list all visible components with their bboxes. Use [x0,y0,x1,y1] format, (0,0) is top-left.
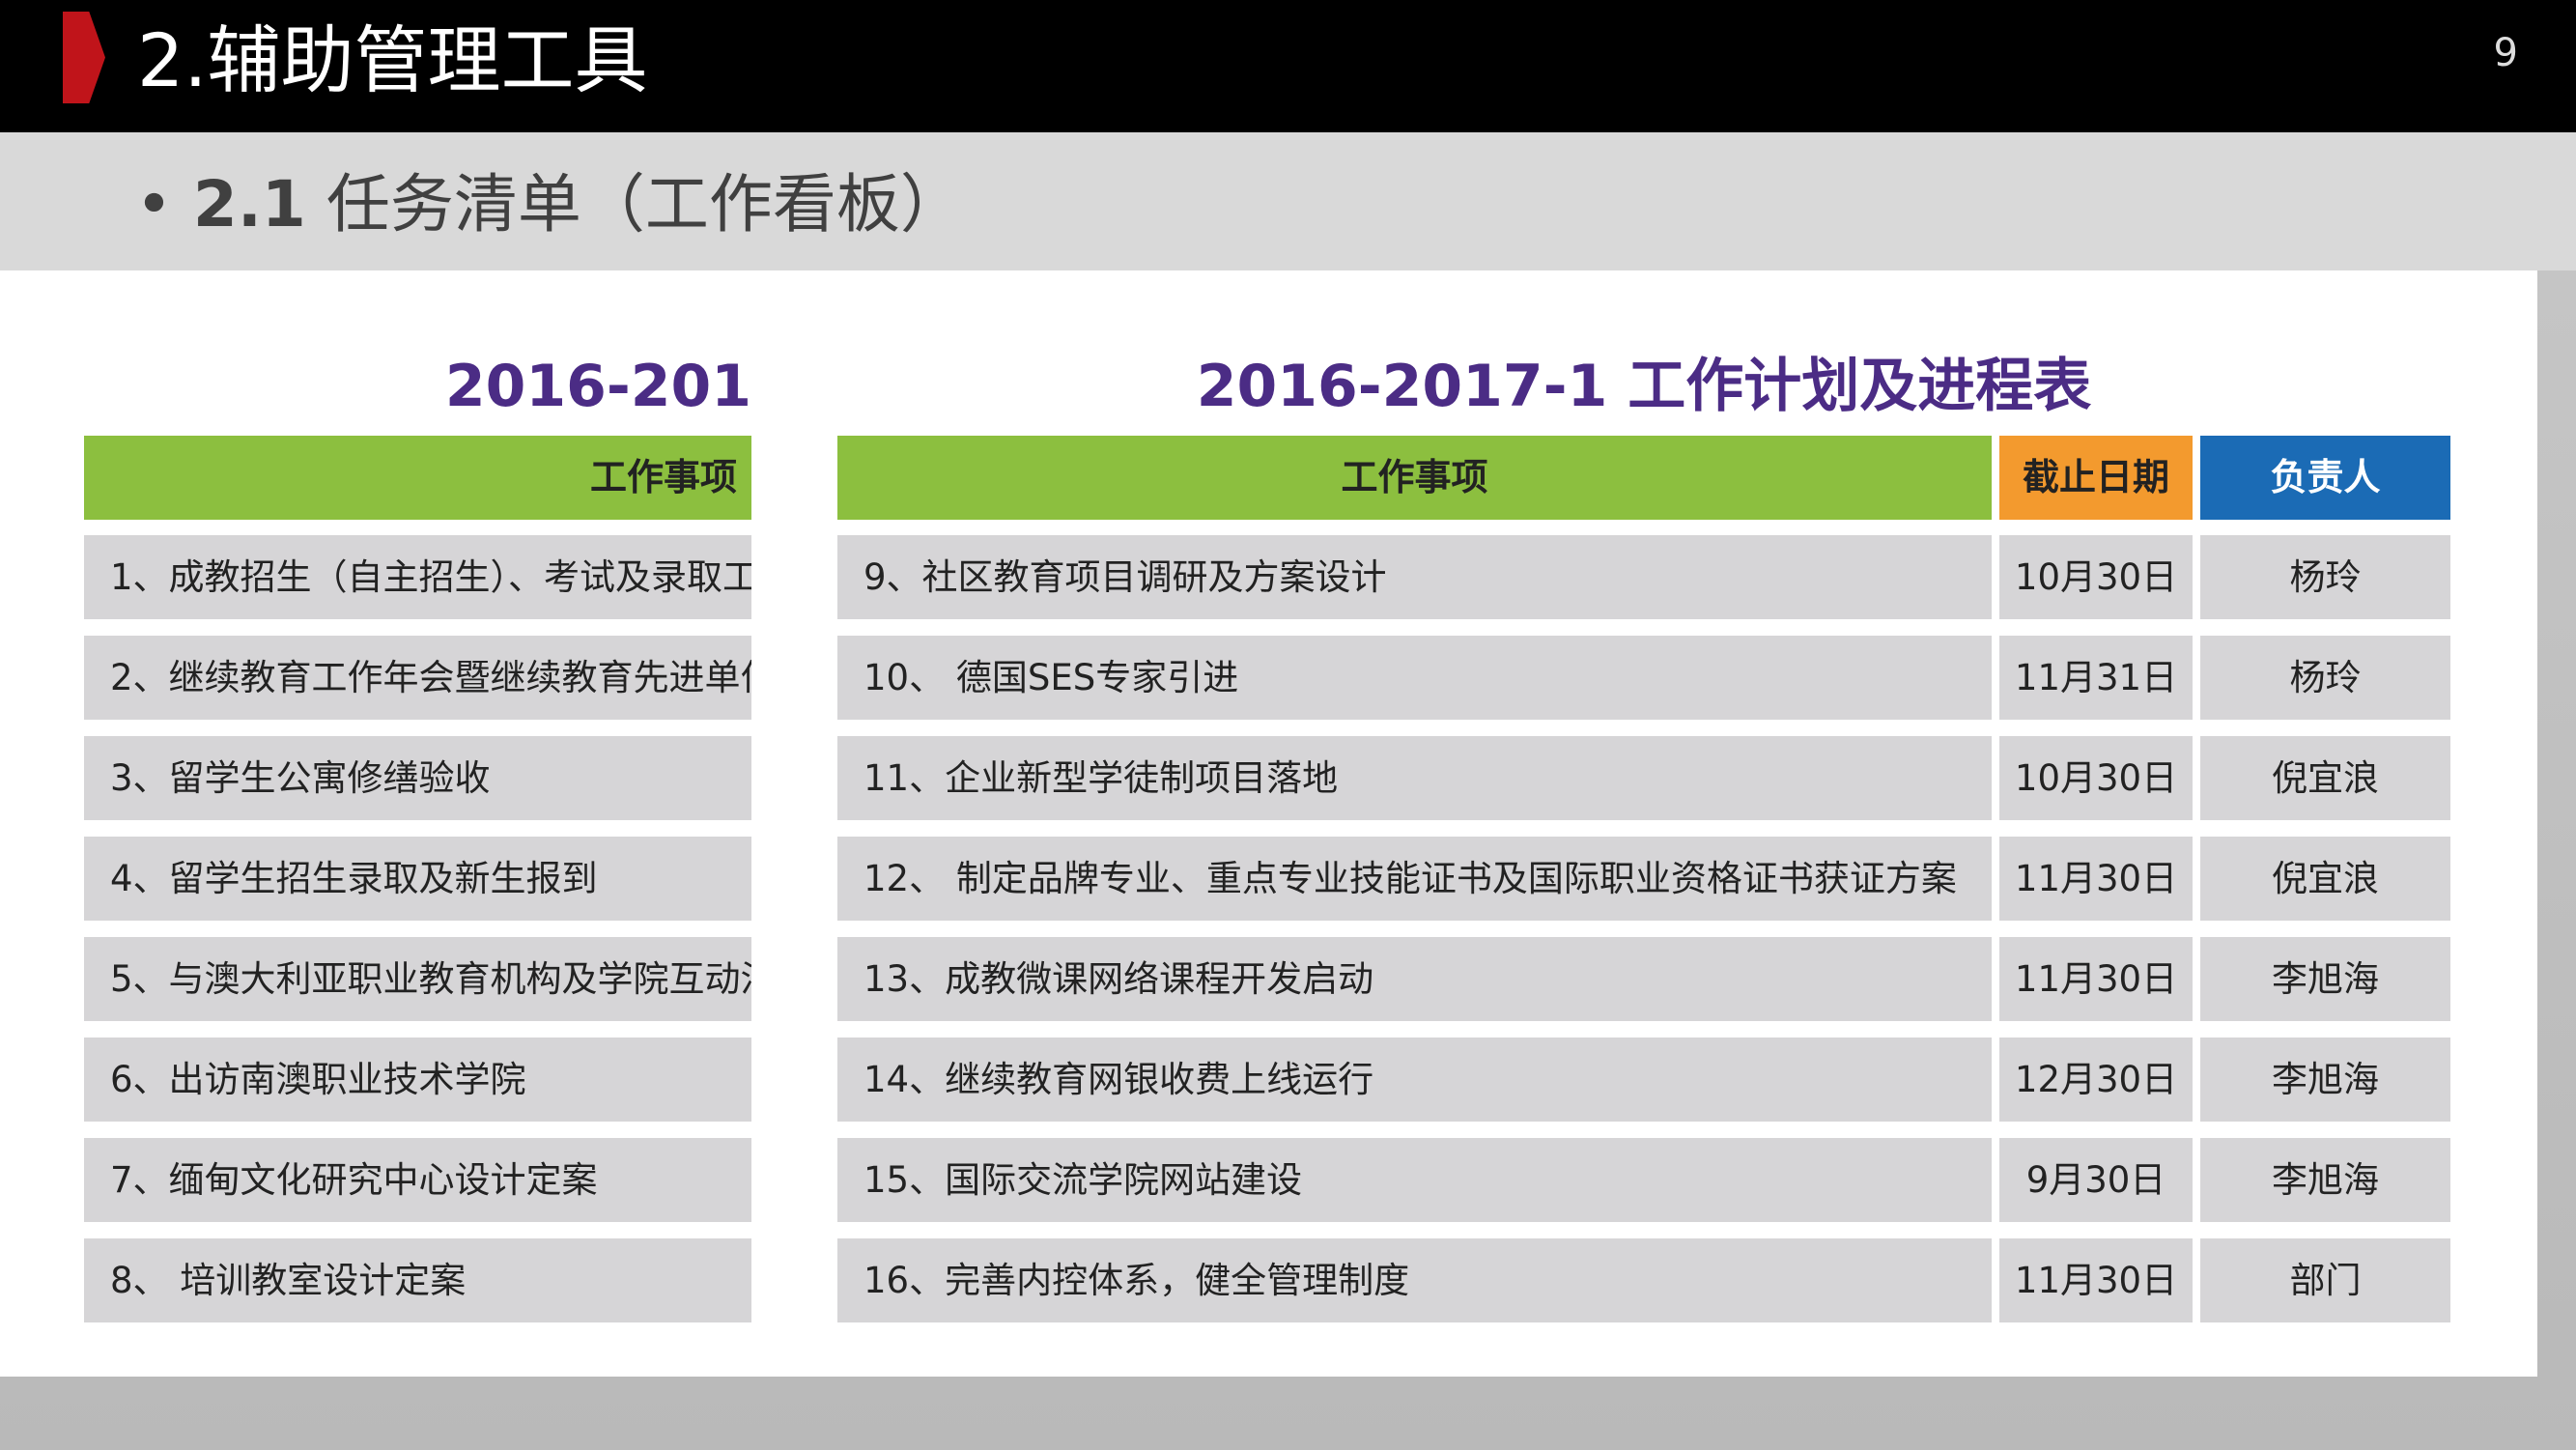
right-row-owner: 李旭海 [2200,1038,2450,1122]
right-row-owner: 部门 [2200,1238,2450,1322]
right-row-deadline: 10月30日 [1999,736,2193,820]
left-table: 2016-201 工作事项 1、成教招生（自主招生）、考试及录取工 2、继续教育工… [84,328,751,1333]
right-row-work-item: 14、继续教育网银收费上线运行 [837,1038,1992,1122]
chevron-icon [63,12,105,103]
left-header-work-item: 工作事项 [84,436,751,520]
subtitle-band [0,132,2576,270]
title-bar: 2.辅助管理工具 9 [0,0,2576,132]
subtitle-number: 2.1 [192,167,306,242]
right-row-owner: 李旭海 [2200,937,2450,1021]
right-row-owner: 李旭海 [2200,1138,2450,1222]
right-row-work-item: 10、 德国SES专家引进 [837,636,1992,720]
left-table-row: 3、留学生公寓修缮验收 [84,736,751,820]
right-row-owner: 杨玲 [2200,535,2450,619]
left-table-row: 4、留学生招生录取及新生报到 [84,837,751,921]
right-row-deadline: 12月30日 [1999,1038,2193,1122]
right-header-deadline: 截止日期 [1999,436,2193,520]
left-table-row: 7、缅甸文化研究中心设计定案 [84,1138,751,1222]
left-table-row: 6、出访南澳职业技术学院 [84,1038,751,1122]
right-row-work-item: 16、完善内控体系，健全管理制度 [837,1238,1992,1322]
right-row-owner: 倪宜浪 [2200,736,2450,820]
left-table-title: 2016-201 [444,353,751,420]
left-table-row: 8、 培训教室设计定案 [84,1238,751,1322]
slide-title: 2.辅助管理工具 [137,17,648,103]
right-header-owner: 负责人 [2200,436,2450,520]
right-row-work-item: 9、社区教育项目调研及方案设计 [837,535,1992,619]
right-row-work-item: 13、成教微课网络课程开发启动 [837,937,1992,1021]
right-row-work-item: 15、国际交流学院网站建设 [837,1138,1992,1222]
right-row-deadline: 11月31日 [1999,636,2193,720]
page-number: 9 [2493,31,2518,75]
right-row-owner: 倪宜浪 [2200,837,2450,921]
subtitle: • 2.1 任务清单（工作看板） [135,167,964,242]
right-row-owner: 杨玲 [2200,636,2450,720]
left-table-row: 5、与澳大利亚职业教育机构及学院互动治 [84,937,751,1021]
subtitle-text: 任务清单（工作看板） [326,167,964,242]
right-table-title: 2016-2017-1 工作计划及进程表 [1196,353,2092,420]
right-row-deadline: 10月30日 [1999,535,2193,619]
right-row-deadline: 9月30日 [1999,1138,2193,1222]
left-table-row: 2、继续教育工作年会暨继续教育先进单位 [84,636,751,720]
right-header-work-item: 工作事项 [837,436,1992,520]
right-row-deadline: 11月30日 [1999,837,2193,921]
right-row-work-item: 12、 制定品牌专业、重点专业技能证书及国际职业资格证书获证方案 [837,837,1992,921]
right-row-work-item: 11、企业新型学徒制项目落地 [837,736,1992,820]
right-row-deadline: 11月30日 [1999,937,2193,1021]
left-table-row: 1、成教招生（自主招生）、考试及录取工 [84,535,751,619]
right-row-deadline: 11月30日 [1999,1238,2193,1322]
